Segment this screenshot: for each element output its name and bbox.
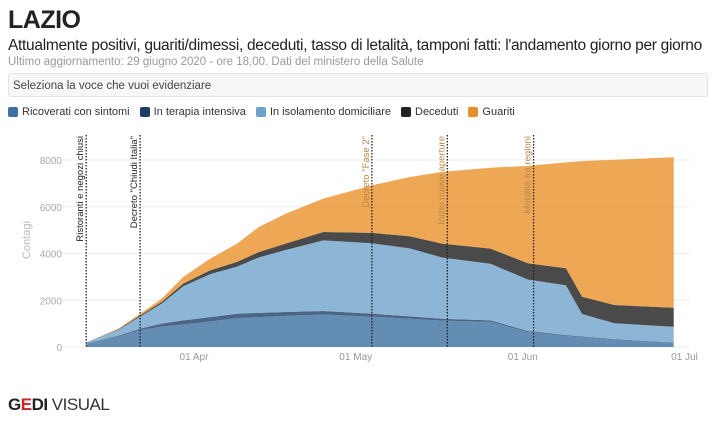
y-tick-label: 8000 bbox=[40, 156, 63, 167]
legend-item-deceduti[interactable]: Deceduti bbox=[401, 106, 458, 118]
x-tick-label: 01 Jun bbox=[508, 352, 538, 363]
x-tick-label: 01 Jul bbox=[671, 352, 698, 363]
legend-swatch bbox=[401, 107, 411, 117]
y-tick-label: 6000 bbox=[40, 203, 63, 214]
annotation-label: Decreto "Fase 2" bbox=[361, 136, 372, 208]
legend-swatch bbox=[139, 107, 150, 117]
y-tick-label: 2000 bbox=[40, 296, 63, 307]
legend-swatch bbox=[468, 107, 479, 117]
x-tick-label: 01 Apr bbox=[180, 352, 210, 363]
highlight-selector[interactable]: Seleziona la voce che vuoi evidenziare bbox=[8, 73, 708, 97]
annotation-label: Decreto "Chiudi Italia" bbox=[129, 136, 140, 228]
y-tick-label: 0 bbox=[56, 343, 62, 354]
stacked-area-chart: Ristoranti e negozi chiusi Decreto "Chiud… bbox=[21, 135, 698, 363]
area-guariti bbox=[86, 157, 674, 343]
annotation-label: Ristoranti e negozi chiusi bbox=[75, 136, 86, 242]
legend-item-terapia-intensiva[interactable]: In terapia intensiva bbox=[139, 106, 246, 118]
legend-label: Deceduti bbox=[415, 106, 459, 118]
annotation-label: Mobilità tra regioni bbox=[523, 136, 534, 214]
chart-legend: Ricoverati con sintomi In terapia intens… bbox=[8, 106, 515, 118]
area-in-isolamento-domiciliare bbox=[86, 240, 674, 344]
last-updated: Ultimo aggiornamento: 29 giugno 2020 - o… bbox=[8, 56, 424, 68]
legend-label: Guariti bbox=[482, 106, 515, 118]
y-axis-label: Contagi bbox=[21, 221, 33, 259]
legend-swatch bbox=[8, 107, 18, 117]
legend-item-isolamento[interactable]: In isolamento domiciliare bbox=[255, 106, 391, 118]
page-subtitle: Attualmente positivi, guariti/dimessi, d… bbox=[8, 37, 702, 54]
x-tick-label: 01 May bbox=[339, 352, 372, 363]
legend-item-ricoverati[interactable]: Ricoverati con sintomi bbox=[8, 106, 130, 118]
legend-label: In isolamento domiciliare bbox=[269, 106, 391, 118]
gedi-visual-logo: GEDI VISUAL bbox=[8, 395, 110, 414]
legend-label: In terapia intensiva bbox=[153, 106, 246, 118]
legend-swatch bbox=[255, 107, 266, 117]
annotation-label: Inizio nuove aperture bbox=[436, 136, 447, 225]
area-ricoverati-con-sintomi bbox=[86, 314, 674, 347]
y-tick-label: 4000 bbox=[40, 250, 63, 261]
legend-item-guariti[interactable]: Guariti bbox=[468, 106, 515, 118]
page-title: LAZIO bbox=[8, 6, 81, 34]
legend-label: Ricoverati con sintomi bbox=[22, 106, 130, 118]
